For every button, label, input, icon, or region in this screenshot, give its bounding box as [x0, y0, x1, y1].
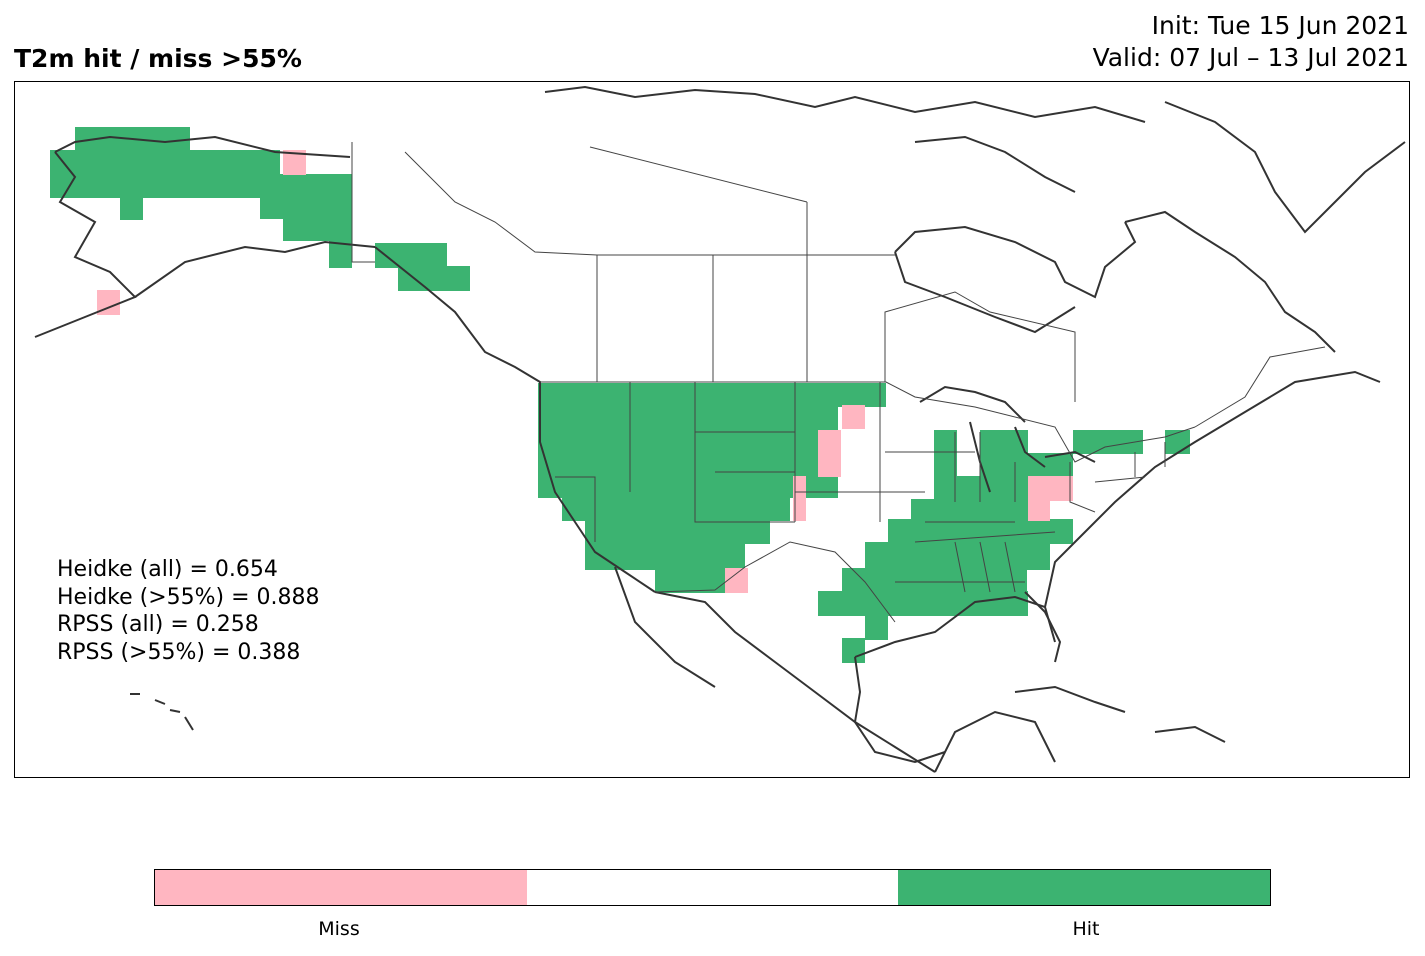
score-line: Heidke (>55%) = 0.888 [57, 584, 320, 610]
score-line: RPSS (all) = 0.258 [57, 612, 259, 637]
map-panel [14, 81, 1410, 778]
colorbar-label-hit: Hit [1072, 918, 1100, 940]
colorbar-hit-segment [898, 870, 1271, 905]
map-title: T2m hit / miss >55% [14, 44, 302, 73]
map-dates: Init: Tue 15 Jun 2021 Valid: 07 Jul – 13… [1093, 10, 1409, 74]
score-line: Heidke (all) = 0.654 [57, 557, 278, 582]
colorbar-neutral-segment [526, 870, 899, 905]
init-date: Init: Tue 15 Jun 2021 [1151, 11, 1409, 40]
score-line: RPSS (>55%) = 0.388 [57, 639, 301, 665]
valid-date: Valid: 07 Jul – 13 Jul 2021 [1092, 43, 1409, 72]
colorbar-miss-segment [155, 870, 527, 905]
colorbar [154, 869, 1271, 906]
score-box: Heidke (all) = 0.654 Heidke (>55%) = 0.8… [57, 556, 320, 666]
coastlines [34, 85, 1406, 773]
hit-cells [50, 127, 1190, 663]
colorbar-label-miss: Miss [318, 918, 360, 940]
map-svg [34, 85, 1406, 773]
political-borders [351, 142, 1326, 623]
miss-cells [97, 150, 1073, 593]
